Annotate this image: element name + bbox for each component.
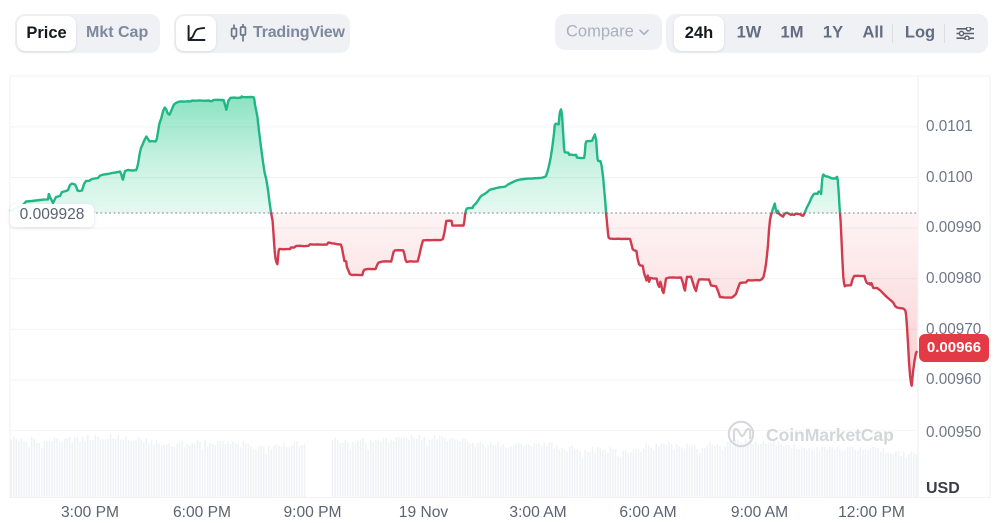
svg-text:CoinMarketCap: CoinMarketCap xyxy=(766,425,894,445)
